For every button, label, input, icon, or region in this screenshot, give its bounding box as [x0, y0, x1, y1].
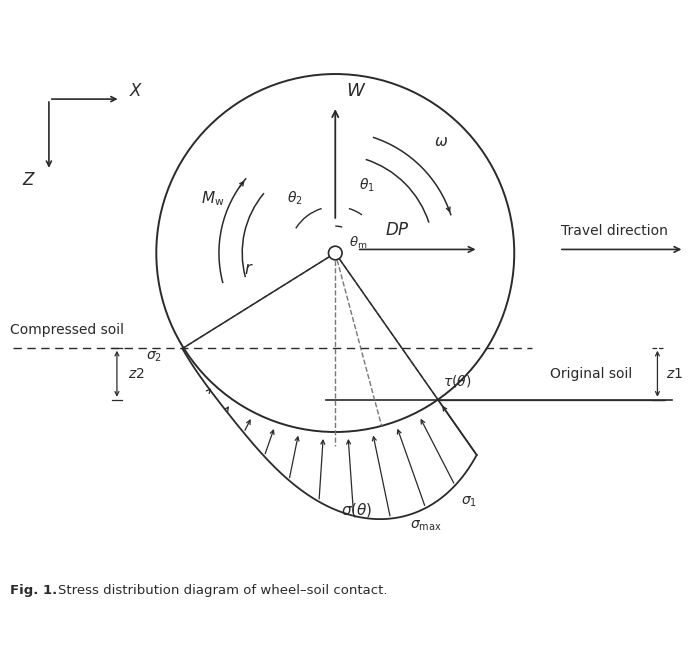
Text: $\theta_1$: $\theta_1$: [359, 176, 375, 193]
Text: Stress distribution diagram of wheel–soil contact.: Stress distribution diagram of wheel–soi…: [58, 584, 387, 597]
Text: Original soil: Original soil: [550, 367, 632, 381]
Text: $\theta_{\rm m}$: $\theta_{\rm m}$: [349, 234, 368, 251]
Text: Fig. 1.: Fig. 1.: [10, 584, 57, 597]
Text: $\theta_2$: $\theta_2$: [287, 189, 302, 207]
Text: $DP$: $DP$: [386, 221, 410, 239]
Text: $\sigma_{\max}$: $\sigma_{\max}$: [410, 518, 442, 533]
Text: Compressed soil: Compressed soil: [10, 322, 123, 337]
Text: $X$: $X$: [130, 81, 144, 100]
Text: $\tau(\theta)$: $\tau(\theta)$: [443, 373, 472, 389]
Text: $M_{\rm w}$: $M_{\rm w}$: [201, 189, 225, 208]
Text: $r$: $r$: [244, 260, 254, 279]
Circle shape: [328, 246, 342, 260]
Text: $\sigma_1$: $\sigma_1$: [461, 494, 477, 508]
Text: $z1$: $z1$: [666, 367, 683, 381]
Text: $z2$: $z2$: [127, 367, 144, 381]
Text: Travel direction: Travel direction: [561, 224, 668, 238]
Text: $\sigma_2$: $\sigma_2$: [146, 350, 162, 364]
Text: $\omega$: $\omega$: [434, 133, 448, 148]
Text: $Z$: $Z$: [22, 171, 36, 189]
Text: $W$: $W$: [346, 81, 366, 100]
Text: $\sigma(\theta)$: $\sigma(\theta)$: [341, 501, 372, 519]
